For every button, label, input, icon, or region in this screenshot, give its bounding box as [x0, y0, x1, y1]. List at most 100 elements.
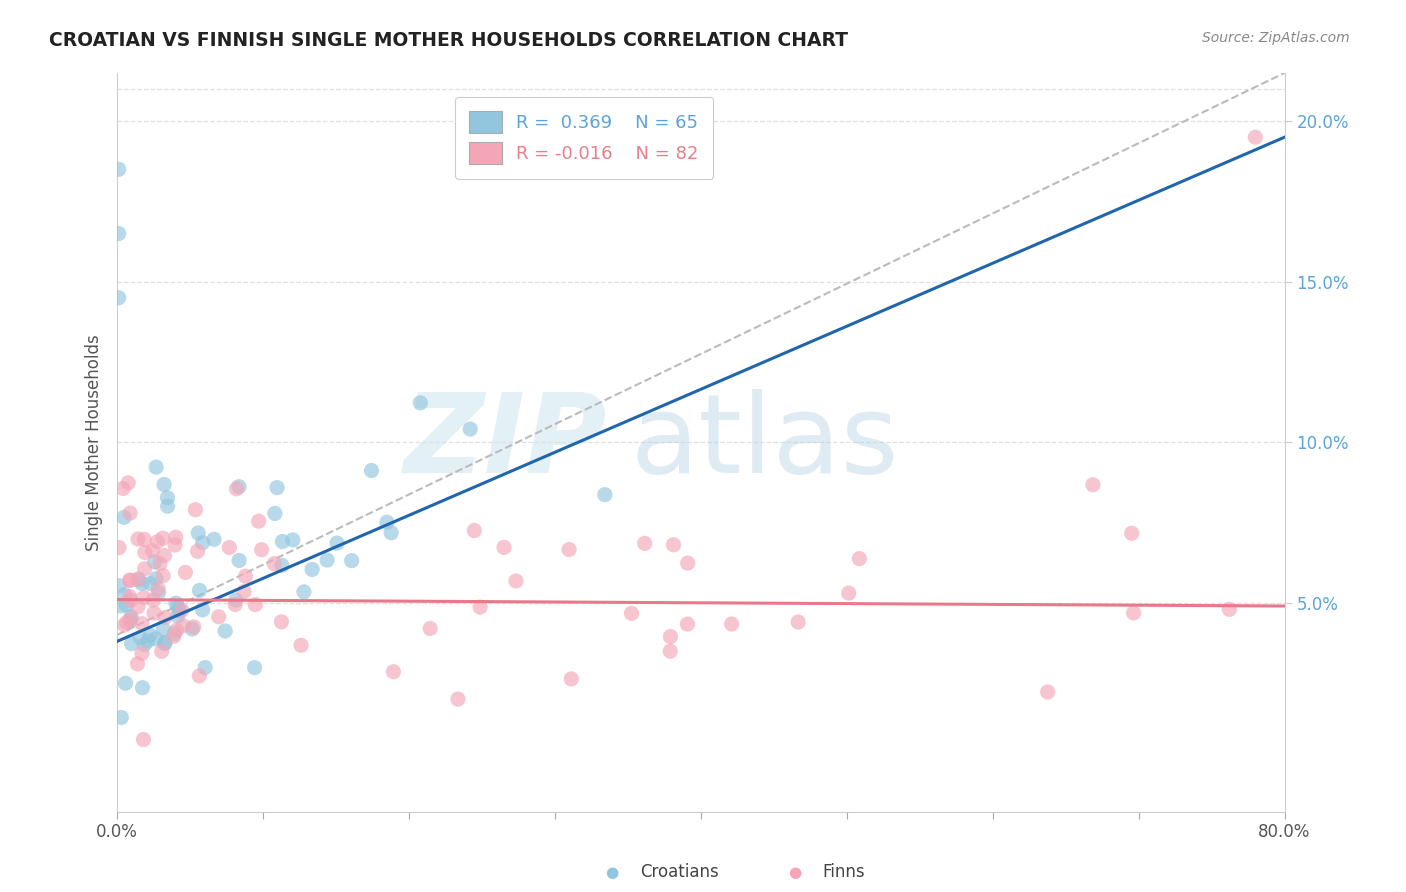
Point: [112, 482, 135, 496]
Point: [208, 609, 231, 624]
Text: CROATIAN VS FINNISH SINGLE MOTHER HOUSEHOLDS CORRELATION CHART: CROATIAN VS FINNISH SINGLE MOTHER HOUSEH…: [49, 31, 848, 50]
Point: [163, 629, 186, 643]
Point: [153, 477, 176, 491]
Text: atlas: atlas: [631, 389, 900, 496]
Point: [1036, 685, 1059, 699]
Point: [166, 609, 188, 624]
Point: [156, 499, 179, 513]
Point: [1218, 602, 1240, 616]
Point: [163, 538, 186, 552]
Point: [129, 631, 152, 645]
Point: [115, 598, 138, 612]
Point: [150, 644, 173, 658]
Point: [181, 622, 204, 636]
Point: [145, 460, 167, 475]
Point: [118, 573, 141, 587]
Point: [148, 586, 170, 600]
Point: [145, 572, 167, 586]
Point: [107, 227, 129, 241]
Point: [114, 676, 136, 690]
Point: [139, 628, 162, 642]
Point: [228, 553, 250, 567]
Point: [127, 657, 149, 671]
Point: [301, 562, 323, 576]
Point: [131, 681, 153, 695]
Point: [676, 556, 699, 570]
Point: [560, 672, 582, 686]
Point: [134, 533, 156, 547]
Text: ZIP: ZIP: [404, 389, 607, 496]
Point: [169, 604, 191, 618]
Point: [153, 549, 176, 563]
Point: [134, 562, 156, 576]
Point: [156, 491, 179, 505]
Point: [152, 568, 174, 582]
Point: [110, 710, 132, 724]
Point: [225, 593, 247, 607]
Point: [163, 626, 186, 640]
Point: [127, 532, 149, 546]
Text: Source: ZipAtlas.com: Source: ZipAtlas.com: [1202, 31, 1350, 45]
Legend: R =  0.369    N = 65, R = -0.016    N = 82: R = 0.369 N = 65, R = -0.016 N = 82: [456, 96, 713, 178]
Point: [166, 623, 188, 637]
Point: [676, 617, 699, 632]
Point: [266, 481, 288, 495]
Point: [292, 585, 315, 599]
Point: [170, 603, 193, 617]
Point: [136, 633, 159, 648]
Point: [153, 636, 176, 650]
Point: [153, 610, 176, 624]
Point: [558, 542, 581, 557]
Point: [243, 660, 266, 674]
Text: Finns: Finns: [823, 863, 865, 881]
Point: [191, 535, 214, 549]
Point: [152, 531, 174, 545]
Point: [1081, 477, 1104, 491]
Point: [787, 615, 810, 629]
Point: [112, 618, 135, 632]
Point: [463, 524, 485, 538]
Point: [382, 665, 405, 679]
Point: [153, 635, 176, 649]
Point: [838, 586, 860, 600]
Point: [593, 488, 616, 502]
Point: [1244, 130, 1267, 145]
Point: [131, 616, 153, 631]
Point: [174, 566, 197, 580]
Point: [419, 622, 441, 636]
Point: [152, 622, 174, 636]
Point: [132, 591, 155, 605]
Point: [183, 620, 205, 634]
Point: [165, 596, 187, 610]
Point: [290, 638, 312, 652]
Point: [281, 533, 304, 547]
Point: [145, 632, 167, 646]
Point: [188, 583, 211, 598]
Point: [494, 541, 516, 555]
Point: [264, 507, 287, 521]
Point: [115, 615, 138, 630]
Point: [146, 534, 169, 549]
Point: [142, 593, 165, 607]
Point: [458, 422, 481, 436]
Point: [271, 558, 294, 573]
Y-axis label: Single Mother Households: Single Mother Households: [86, 334, 103, 550]
Point: [1122, 606, 1144, 620]
Point: [134, 638, 156, 652]
Point: [270, 615, 292, 629]
Point: [620, 607, 643, 621]
Point: [131, 576, 153, 591]
Text: ●: ●: [787, 865, 801, 880]
Point: [191, 603, 214, 617]
Point: [127, 573, 149, 587]
Point: [326, 536, 349, 550]
Point: [117, 475, 139, 490]
Point: [107, 162, 129, 177]
Point: [131, 646, 153, 660]
Point: [148, 582, 170, 596]
Point: [360, 463, 382, 477]
Point: [233, 584, 256, 599]
Point: [166, 600, 188, 615]
Point: [108, 579, 131, 593]
Point: [139, 576, 162, 591]
